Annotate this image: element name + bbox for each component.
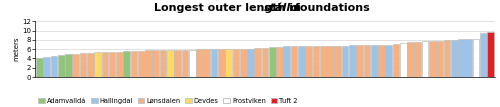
Text: foundations: foundations: [291, 3, 370, 13]
Bar: [145, 50, 152, 77]
Bar: [109, 52, 116, 77]
Bar: [189, 50, 196, 77]
Bar: [364, 45, 370, 77]
Bar: [124, 51, 130, 77]
Bar: [488, 32, 494, 77]
Bar: [116, 52, 123, 77]
Bar: [130, 51, 138, 77]
Bar: [451, 40, 458, 77]
Bar: [407, 42, 414, 77]
Bar: [36, 58, 43, 77]
Bar: [94, 52, 101, 77]
Bar: [436, 41, 443, 77]
Bar: [444, 40, 450, 77]
Bar: [44, 57, 50, 77]
Bar: [58, 55, 64, 77]
Bar: [226, 49, 232, 77]
Bar: [400, 43, 406, 77]
Bar: [269, 47, 276, 77]
Bar: [356, 45, 363, 77]
Bar: [298, 46, 304, 77]
Bar: [247, 49, 254, 77]
Bar: [152, 50, 159, 77]
Bar: [240, 49, 246, 77]
Bar: [371, 45, 378, 77]
Bar: [422, 41, 428, 77]
Bar: [458, 39, 465, 77]
Bar: [386, 45, 392, 77]
Bar: [167, 50, 173, 77]
Bar: [218, 49, 224, 77]
Bar: [174, 50, 181, 77]
Bar: [160, 50, 166, 77]
Bar: [65, 54, 72, 77]
Bar: [138, 51, 144, 77]
Y-axis label: meters: meters: [13, 37, 19, 61]
Bar: [466, 39, 472, 77]
Bar: [262, 48, 268, 77]
Bar: [312, 46, 320, 77]
Bar: [204, 49, 210, 77]
Bar: [320, 46, 326, 77]
Bar: [72, 54, 79, 77]
Bar: [378, 45, 385, 77]
Bar: [291, 46, 298, 77]
Bar: [334, 45, 341, 77]
Bar: [284, 46, 290, 77]
Bar: [472, 39, 480, 77]
Bar: [327, 46, 334, 77]
Bar: [480, 33, 486, 77]
Bar: [87, 53, 94, 77]
Bar: [196, 49, 203, 77]
Bar: [414, 42, 421, 77]
Bar: [342, 45, 348, 77]
Bar: [276, 47, 283, 77]
Bar: [102, 52, 108, 77]
Bar: [232, 49, 239, 77]
Bar: [50, 56, 58, 77]
Legend: Adamvalldá, Hallingdal, Lønsdalen, Devdes, Frostviken, Tuft 2: Adamvalldá, Hallingdal, Lønsdalen, Devde…: [38, 98, 298, 104]
Bar: [392, 44, 400, 77]
Text: Longest outer length in: Longest outer length in: [154, 3, 305, 13]
Bar: [210, 49, 218, 77]
Bar: [254, 48, 261, 77]
Bar: [429, 41, 436, 77]
Bar: [182, 50, 188, 77]
Bar: [80, 53, 86, 77]
Text: stállo: stállo: [264, 3, 298, 13]
Bar: [349, 45, 356, 77]
Bar: [306, 46, 312, 77]
